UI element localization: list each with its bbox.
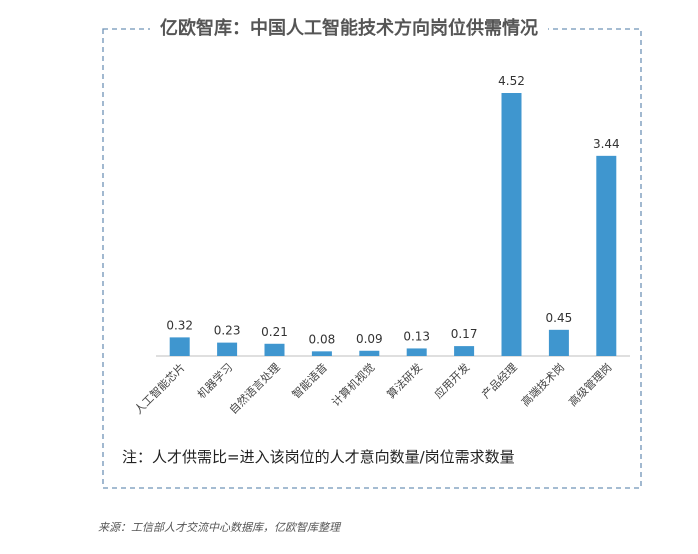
category-label-3: 智能语音 xyxy=(289,360,330,401)
bar-3 xyxy=(311,351,332,356)
source-note: 来源：工信部人才交流中心数据库，亿欧智库整理 xyxy=(98,521,340,534)
category-label-6: 应用开发 xyxy=(431,360,472,401)
data-label-7: 4.52 xyxy=(498,74,525,88)
data-label-8: 0.45 xyxy=(546,311,573,325)
data-label-5: 0.13 xyxy=(403,329,430,343)
category-label-0: 人工智能芯片 xyxy=(131,360,188,417)
data-label-0: 0.32 xyxy=(166,318,193,332)
category-label-4: 计算机视觉 xyxy=(329,360,378,409)
bar-1 xyxy=(217,342,238,356)
bar-8 xyxy=(548,329,569,356)
bar-5 xyxy=(406,348,427,356)
category-label-8: 高端技术岗 xyxy=(518,360,567,409)
bar-0 xyxy=(169,337,190,356)
bar-2 xyxy=(264,343,285,356)
ratio-note: 注：人才供需比=进入该岗位的人才意向数量/岗位需求数量 xyxy=(122,448,515,466)
dashed-border xyxy=(102,28,642,489)
bar-7 xyxy=(501,93,522,356)
category-label-5: 算法研发 xyxy=(384,360,425,401)
data-label-6: 0.17 xyxy=(451,327,478,341)
category-label-2: 自然语言处理 xyxy=(226,360,283,417)
chart-title-container: 亿欧智库：中国人工智能技术方向岗位供需情况 xyxy=(0,14,698,40)
data-label-4: 0.09 xyxy=(356,332,383,346)
data-label-3: 0.08 xyxy=(309,332,336,346)
chart-title: 亿欧智库：中国人工智能技术方向岗位供需情况 xyxy=(150,18,548,39)
bar-4 xyxy=(359,350,380,356)
category-label-7: 产品经理 xyxy=(479,360,520,401)
data-label-1: 0.23 xyxy=(214,324,241,338)
bar-6 xyxy=(454,346,475,356)
data-label-9: 3.44 xyxy=(593,137,620,151)
category-label-9: 高级管理岗 xyxy=(566,360,615,409)
bar-9 xyxy=(596,155,617,356)
category-label-1: 机器学习 xyxy=(194,360,235,401)
data-label-2: 0.21 xyxy=(261,325,288,339)
